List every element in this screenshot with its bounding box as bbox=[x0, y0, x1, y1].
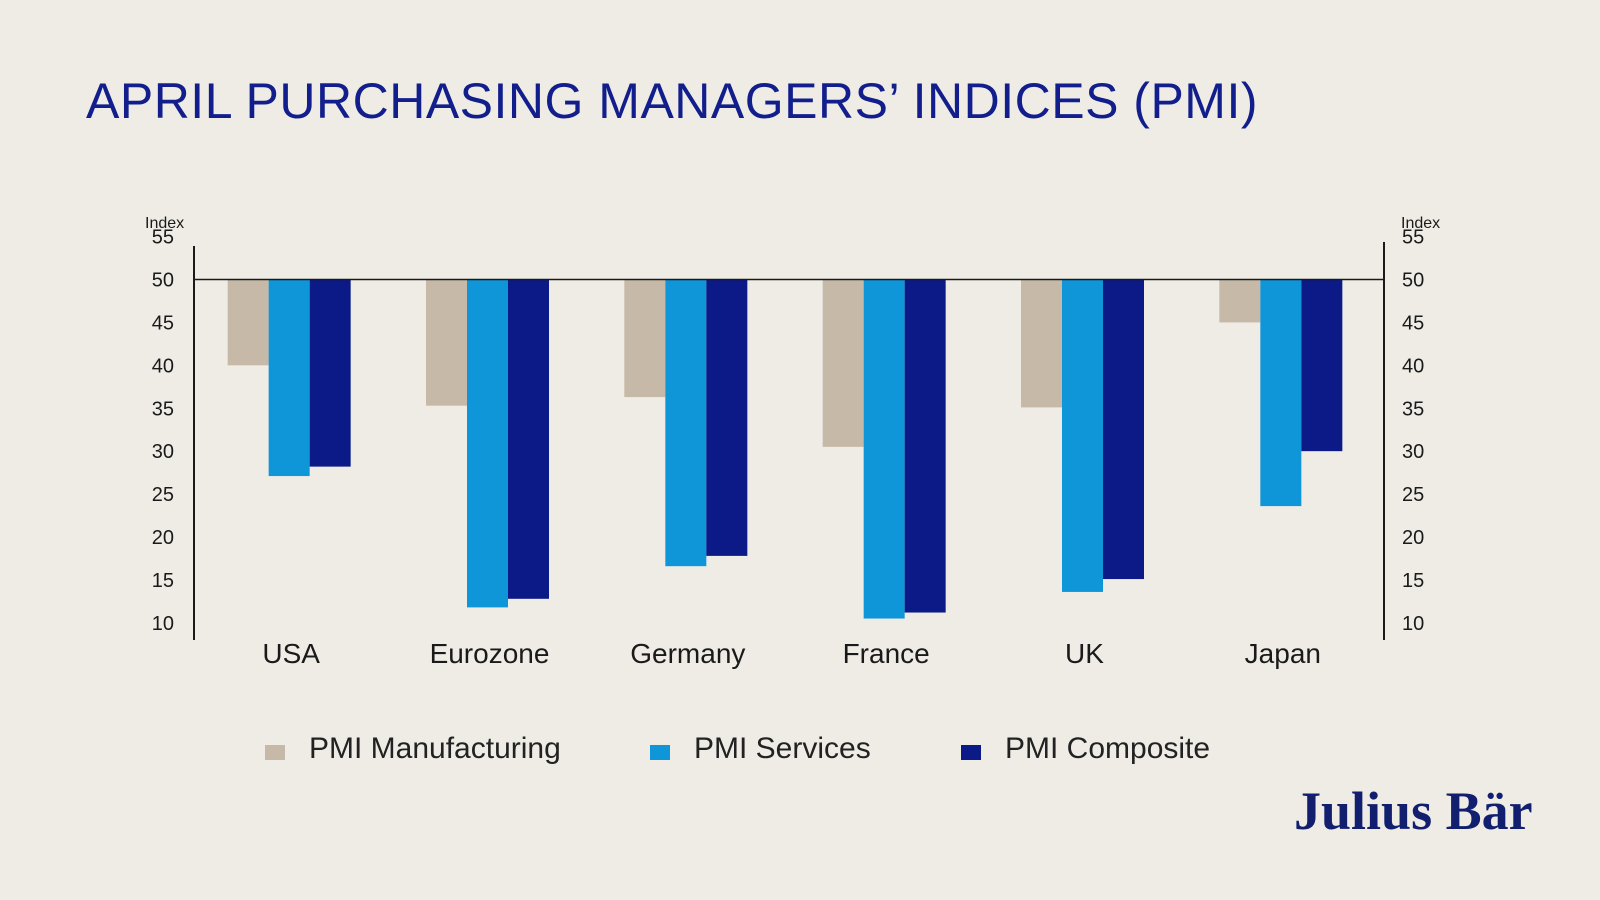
bar-eurozone-pmi-composite bbox=[508, 279, 549, 599]
legend-label-services: PMI Services bbox=[694, 732, 871, 765]
y-tick-left-10: 10 bbox=[152, 613, 174, 635]
y-tick-left-40: 40 bbox=[152, 355, 174, 377]
y-tick-left-45: 45 bbox=[152, 312, 174, 334]
y-tick-left-35: 35 bbox=[152, 398, 174, 420]
x-tick-label-japan: Japan bbox=[1245, 638, 1321, 669]
x-tick-label-germany: Germany bbox=[630, 638, 745, 669]
bar-france-pmi-services bbox=[863, 279, 905, 619]
y-tick-left-25: 25 bbox=[152, 484, 174, 506]
bar-germany-pmi-manufacturing bbox=[624, 279, 666, 398]
brand-logo: Julius Bär bbox=[1294, 781, 1533, 841]
legend-swatch-composite bbox=[961, 744, 981, 760]
y-axis-right-title: Index bbox=[1401, 215, 1440, 232]
y-tick-right-30: 30 bbox=[1402, 441, 1424, 463]
bar-japan-pmi-manufacturing bbox=[1219, 279, 1261, 323]
bar-france-pmi-composite bbox=[904, 279, 946, 613]
y-tick-left-30: 30 bbox=[152, 441, 174, 463]
bar-germany-pmi-services bbox=[665, 279, 707, 567]
x-tick-label-usa: USA bbox=[262, 638, 320, 669]
bar-usa-pmi-manufacturing bbox=[227, 279, 269, 366]
bar-uk-pmi-manufacturing bbox=[1021, 279, 1062, 408]
bar-usa-pmi-services bbox=[268, 279, 310, 477]
bar-germany-pmi-composite bbox=[706, 279, 748, 556]
legend-item-services: PMI Services bbox=[650, 732, 871, 766]
y-tick-right-55: 55 bbox=[1402, 227, 1424, 249]
legend-label-manufacturing: PMI Manufacturing bbox=[309, 732, 561, 765]
y-tick-right-40: 40 bbox=[1402, 355, 1424, 377]
legend-swatch-manufacturing bbox=[265, 744, 285, 760]
legend-swatch-services bbox=[650, 744, 670, 760]
bar-usa-pmi-composite bbox=[309, 279, 351, 467]
y-axis-left-title: Index bbox=[145, 215, 184, 232]
x-tick-label-eurozone: Eurozone bbox=[430, 638, 550, 669]
bar-eurozone-pmi-manufacturing bbox=[426, 279, 467, 406]
y-tick-left-15: 15 bbox=[152, 570, 174, 592]
bar-uk-pmi-services bbox=[1062, 279, 1103, 592]
legend-item-manufacturing: PMI Manufacturing bbox=[265, 732, 561, 766]
x-tick-label-uk: UK bbox=[1065, 638, 1104, 669]
y-tick-right-25: 25 bbox=[1402, 484, 1424, 506]
bar-japan-pmi-composite bbox=[1301, 279, 1343, 452]
bar-eurozone-pmi-services bbox=[467, 279, 508, 608]
y-tick-right-35: 35 bbox=[1402, 398, 1424, 420]
x-tick-label-france: France bbox=[843, 638, 930, 669]
y-tick-right-10: 10 bbox=[1402, 613, 1424, 635]
y-tick-left-20: 20 bbox=[152, 527, 174, 549]
y-tick-right-15: 15 bbox=[1402, 570, 1424, 592]
chart-title: APRIL PURCHASING MANAGERS’ INDICES (PMI) bbox=[86, 73, 1259, 129]
bar-japan-pmi-services bbox=[1260, 279, 1302, 507]
legend: PMI Manufacturing PMI Services PMI Compo… bbox=[0, 732, 1600, 772]
legend-item-composite: PMI Composite bbox=[961, 732, 1210, 766]
y-tick-left-55: 55 bbox=[152, 227, 174, 249]
legend-label-composite: PMI Composite bbox=[1005, 732, 1211, 765]
y-tick-right-45: 45 bbox=[1402, 312, 1424, 334]
bar-uk-pmi-composite bbox=[1103, 279, 1144, 580]
bar-france-pmi-manufacturing bbox=[822, 279, 864, 447]
y-tick-right-20: 20 bbox=[1402, 527, 1424, 549]
y-tick-left-50: 50 bbox=[152, 270, 174, 292]
y-tick-right-50: 50 bbox=[1402, 270, 1424, 292]
